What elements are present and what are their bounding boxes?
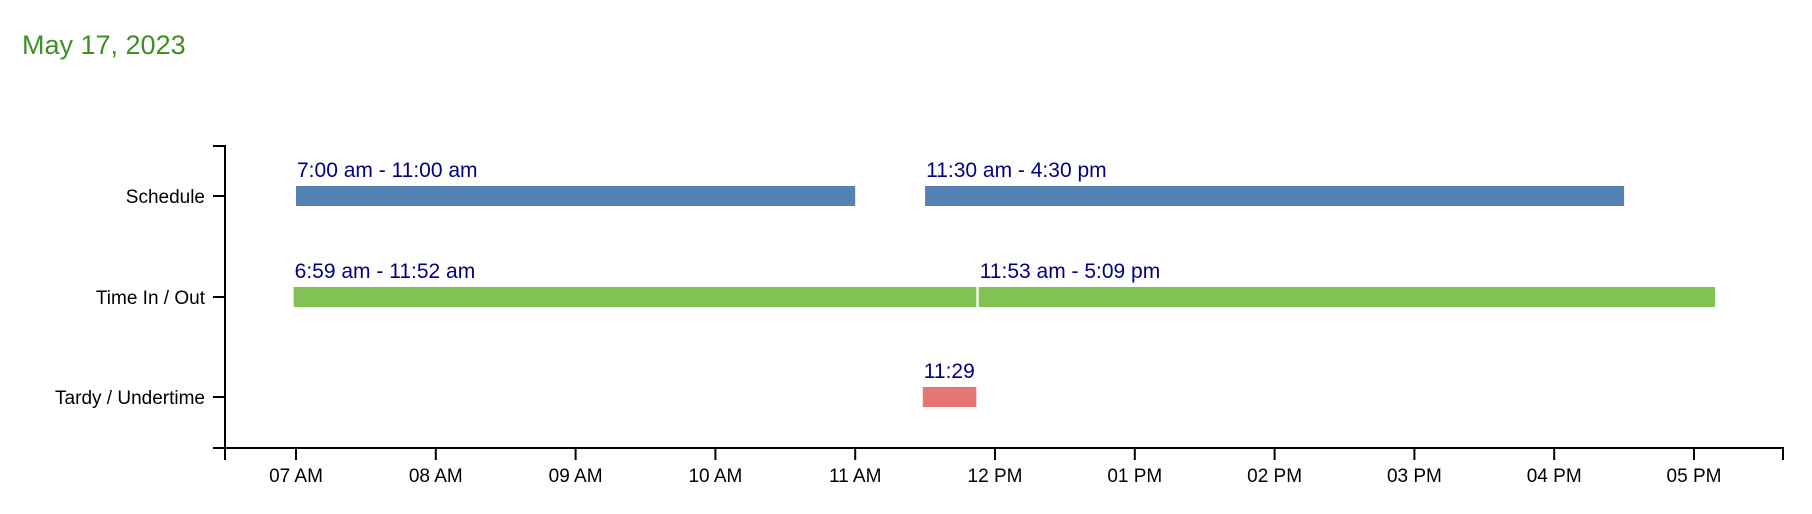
x-tick-label: 10 AM — [688, 466, 742, 487]
row-label: Schedule — [126, 187, 205, 208]
y-axis: Schedule Time In / Out Tardy / Undertime — [55, 145, 226, 449]
bar-label: 11:53 am - 5:09 pm — [980, 260, 1161, 283]
timeline-bar — [925, 186, 1625, 206]
timeline-bar — [922, 387, 977, 407]
bars: 7:00 am - 11:00 am 11:30 am - 4:30 pm 6:59… — [293, 159, 1715, 407]
x-tick-label: 05 PM — [1667, 466, 1722, 487]
timeline-bar — [978, 287, 1715, 307]
row-label: Time In / Out — [96, 288, 206, 309]
x-tick-label: 07 AM — [269, 466, 323, 487]
x-tick-label: 08 AM — [409, 466, 463, 487]
x-axis: 07 AM 08 AM 09 AM 10 AM 11 AM 12 PM 01 PM 02 PM… — [224, 447, 1784, 487]
bar-label: 7:00 am - 11:00 am — [297, 159, 478, 182]
page-title: May 17, 2023 — [22, 30, 186, 60]
timeline-bar — [296, 186, 856, 206]
row-label: Tardy / Undertime — [55, 388, 205, 409]
timeline-bar — [293, 287, 977, 307]
x-tick-label: 03 PM — [1387, 466, 1442, 487]
x-tick-label: 01 PM — [1107, 466, 1162, 487]
x-tick-label: 09 AM — [549, 466, 603, 487]
x-axis-line — [224, 447, 1784, 460]
x-tick-label: 02 PM — [1247, 466, 1302, 487]
bar-label: 11:30 am - 4:30 pm — [926, 159, 1107, 182]
x-tick-label: 04 PM — [1527, 466, 1582, 487]
x-tick-label: 12 PM — [968, 466, 1023, 487]
bar-label: 6:59 am - 11:52 am — [295, 260, 476, 283]
x-tick-label: 11 AM — [829, 466, 881, 487]
bar-label: 11:29 — [924, 360, 975, 383]
